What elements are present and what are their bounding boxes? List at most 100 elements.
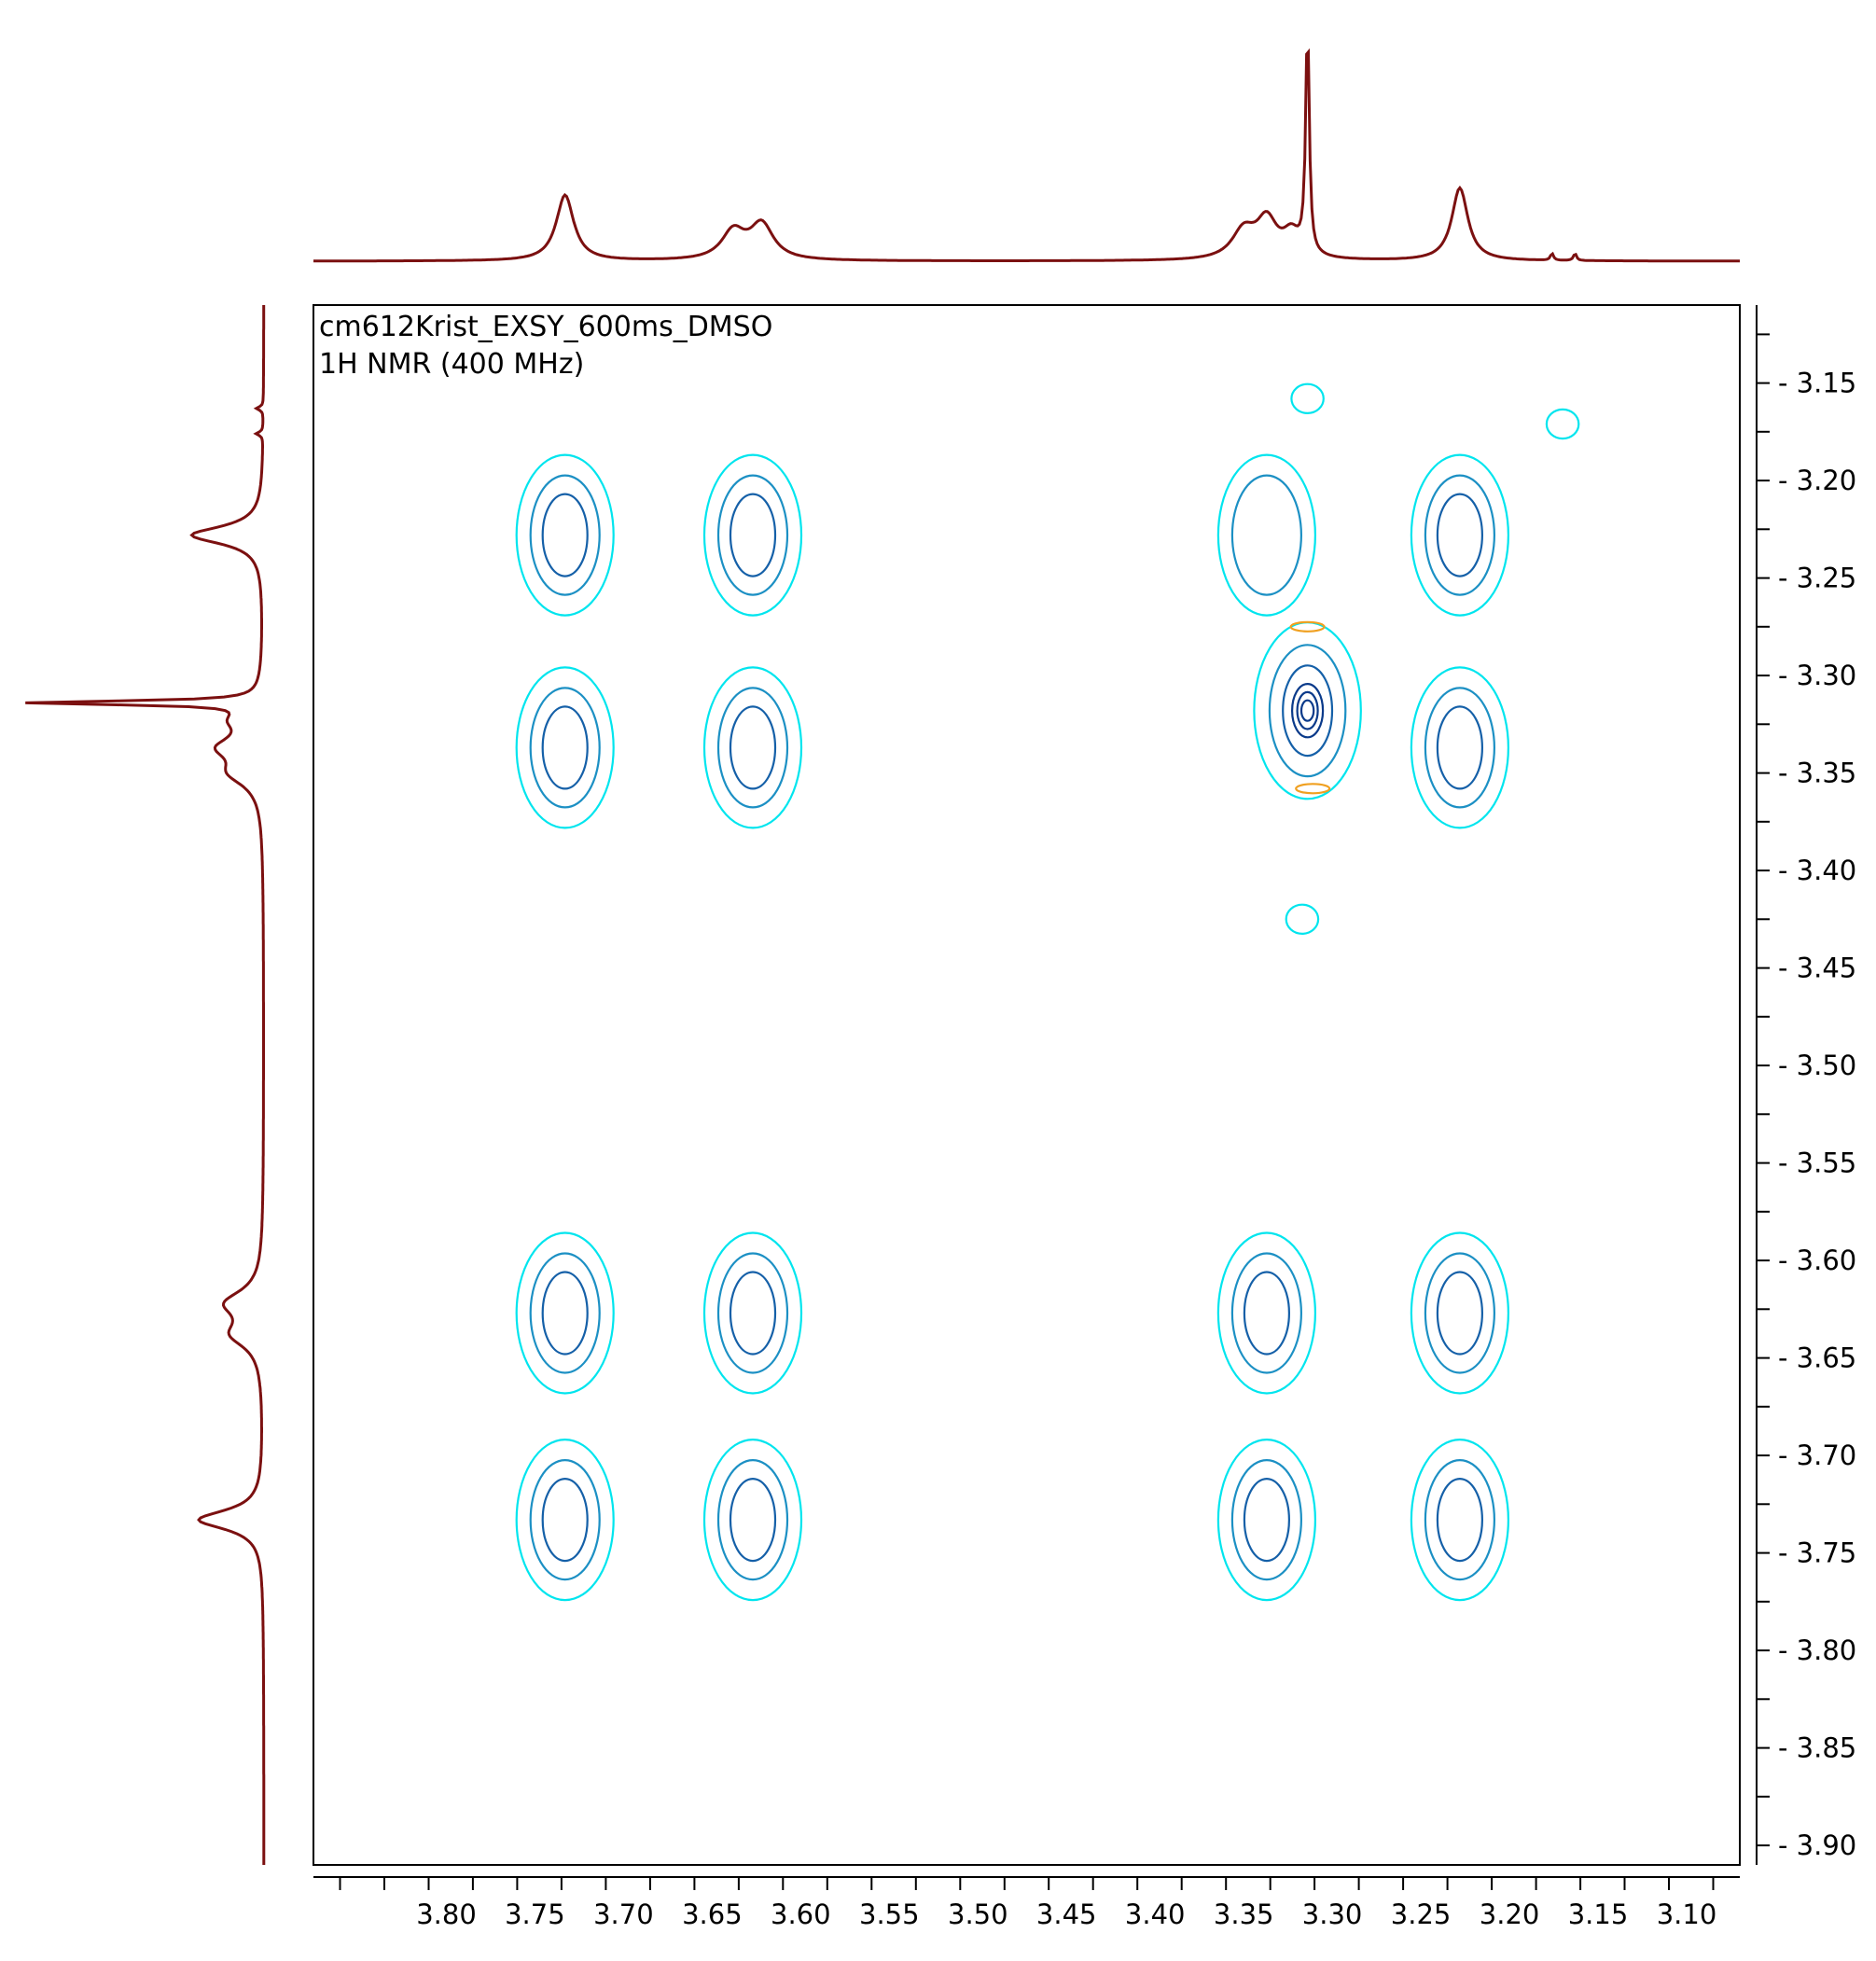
contour-level-2 [716,687,789,809]
cross-peak [1216,453,1317,617]
contour-level-2 [1424,1252,1496,1374]
contour-level-3 [729,1477,777,1563]
cross-peak [515,666,615,829]
x-tick-label: 3.20 [1480,1898,1540,1930]
contour-level-2 [716,1252,789,1374]
x-tick-label: 3.35 [1214,1898,1274,1930]
contour-level-1 [1545,408,1580,440]
cross-peak [1285,903,1320,936]
contour-level-2 [529,474,601,596]
y-tick-label: - 3.50 [1778,1050,1856,1081]
contour-level-1 [1216,1231,1317,1395]
cross-peak [1410,666,1510,829]
y-tick-label: - 3.40 [1778,855,1856,886]
contour-level-2 [1424,687,1496,809]
contour-level-3 [1243,1477,1291,1563]
contour-level-2 [1230,1252,1303,1374]
x-tick-label: 3.45 [1036,1898,1097,1930]
contour-level-2 [529,1458,601,1581]
cross-peak [515,1438,615,1602]
x-tick-label: 3.65 [682,1898,743,1930]
contour-level-1 [702,453,803,617]
top-projection-trace [313,48,1740,263]
x-tick-label: 3.25 [1391,1898,1452,1930]
left-projection-trace [25,305,266,1865]
cross-peak [1216,1231,1317,1395]
cross-peak [1253,621,1362,800]
cross-peak [1410,1231,1510,1395]
contour-level-1 [1410,1438,1510,1602]
contour-level-6 [1299,699,1315,722]
contour-level-3 [1436,493,1484,577]
x-tick-label: 3.10 [1657,1898,1717,1930]
y-tick-label: - 3.35 [1778,758,1856,789]
contour-level-3 [729,493,777,577]
x-tick-label: 3.30 [1302,1898,1363,1930]
contour-level-2 [1424,1458,1496,1581]
negative-contour [1295,783,1331,795]
contour-level-2 [1230,474,1303,596]
contour-level-1 [1216,1438,1317,1602]
y-axis: - 3.15 - 3.20 - 3.25 - 3.30 - 3.35 - 3.40 - 3.… [1756,305,1856,1865]
y-tick-label: - 3.70 [1778,1439,1856,1471]
contour-level-1 [515,1438,615,1602]
x-tick-label: 3.70 [593,1898,654,1930]
y-tick-label: - 3.90 [1778,1829,1856,1861]
contour-level-3 [541,1477,589,1563]
contour-level-1 [1290,382,1325,414]
cross-peak [702,453,803,617]
contour-level-2 [529,687,601,809]
y-tick-label: - 3.80 [1778,1634,1856,1666]
contour-plot [515,382,1580,1602]
contour-level-2 [529,1252,601,1374]
contour-level-2 [716,1458,789,1581]
cross-peak [1216,1438,1317,1602]
y-tick-label: - 3.20 [1778,465,1856,496]
contour-level-3 [1243,1271,1291,1356]
y-tick-label: - 3.75 [1778,1537,1856,1569]
negative-contour [1289,620,1326,633]
contour-level-1 [702,666,803,829]
cross-peak [1410,453,1510,617]
plot-subtitle: 1H NMR (400 MHz) [319,348,584,381]
contour-level-3 [541,705,589,790]
y-tick-label: - 3.65 [1778,1342,1856,1374]
y-tick-label: - 3.85 [1778,1732,1856,1764]
contour-level-2 [1268,644,1347,778]
contour-level-3 [541,1271,589,1356]
x-tick-label: 3.80 [416,1898,477,1930]
x-tick-label: 3.15 [1568,1898,1629,1930]
y-tick-label: - 3.45 [1778,953,1856,984]
contour-level-1 [515,1231,615,1395]
cross-peak [702,666,803,829]
plot-frame [313,304,1741,1866]
contour-level-5 [1296,690,1319,730]
cross-peak [1290,382,1325,414]
contour-level-1 [1285,903,1320,936]
contour-level-3 [729,1271,777,1356]
contour-level-3 [1436,1477,1484,1563]
y-tick-label: - 3.25 [1778,563,1856,594]
x-tick-label: 3.55 [859,1898,920,1930]
y-tick-label: - 3.55 [1778,1147,1856,1179]
cross-peak [702,1438,803,1602]
contour-level-3 [1436,705,1484,790]
y-tick-label: - 3.60 [1778,1245,1856,1276]
contour-level-1 [515,666,615,829]
cross-peak [702,1231,803,1395]
contour-level-4 [1290,683,1325,739]
contour-level-2 [1424,474,1496,596]
x-tick-label: 3.50 [948,1898,1008,1930]
contour-level-1 [515,453,615,617]
cross-peak [1410,1438,1510,1602]
contour-level-2 [1230,1458,1303,1581]
contour-level-2 [716,474,789,596]
contour-level-1 [1410,1231,1510,1395]
contour-level-1 [1216,453,1317,617]
plot-title: cm612Krist_EXSY_600ms_DMSO [319,311,772,343]
x-tick-label: 3.60 [771,1898,831,1930]
contour-level-1 [702,1231,803,1395]
contour-level-3 [1436,1271,1484,1356]
